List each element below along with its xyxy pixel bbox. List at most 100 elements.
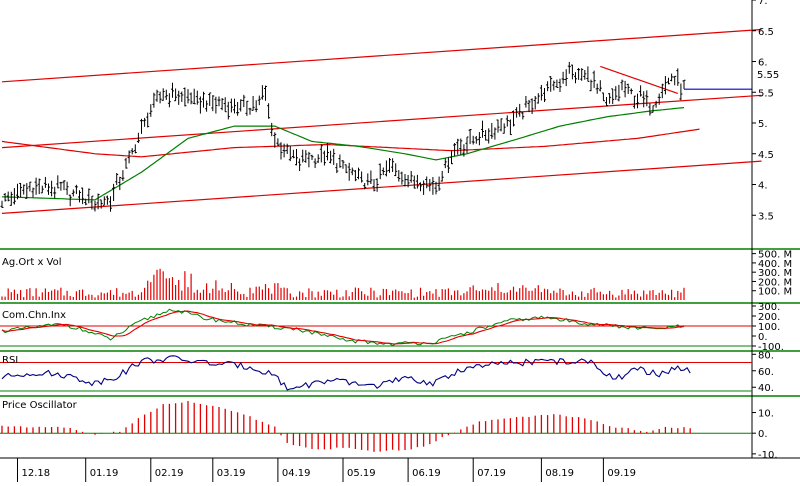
ohlc-bar — [276, 138, 280, 147]
ohlc-bar — [555, 79, 559, 88]
ohlc-bar — [670, 73, 674, 82]
ohlc-bar — [353, 170, 357, 182]
ohlc-bar — [676, 68, 680, 86]
ohlc-bar — [530, 98, 534, 115]
ohlc-bar — [660, 83, 664, 99]
x-tick-label: 04.19 — [282, 468, 311, 479]
ohlc-bar — [366, 173, 370, 186]
ohlc-bar — [37, 178, 41, 195]
ohlc-bar — [360, 171, 364, 183]
ohlc-bar — [592, 70, 596, 88]
ohlc-bar — [651, 105, 655, 113]
cci-y-tick-label: 200. — [758, 312, 780, 323]
ohlc-bar — [313, 158, 317, 169]
ohlc-bar — [40, 185, 44, 194]
ohlc-bar — [536, 93, 540, 104]
moving-average-line — [1, 107, 685, 201]
cci-y-tick-label: 100. — [758, 322, 780, 333]
price-y-tick-label: 6. — [758, 58, 768, 69]
ohlc-bar — [496, 119, 500, 133]
ohlc-bar — [248, 107, 252, 115]
ohlc-bar — [180, 91, 184, 102]
ohlc-bar — [657, 93, 661, 105]
ohlc-bar — [326, 143, 329, 161]
cci-panel-label: Com.Chn.Inx — [2, 310, 66, 321]
ohlc-bar — [561, 71, 565, 84]
ohlc-bar — [71, 189, 75, 197]
ohlc-bar — [229, 98, 233, 113]
ohlc-bar — [322, 150, 326, 166]
ohlc-bar — [183, 87, 187, 107]
ohlc-bar — [626, 83, 630, 94]
last-price-badge — [754, 68, 800, 80]
osc-y-tick-label: -10. — [758, 450, 778, 461]
x-tick-label: 06.19 — [412, 468, 441, 479]
ohlc-bar — [115, 173, 119, 185]
ohlc-bar — [121, 170, 125, 181]
ohlc-bar — [28, 181, 32, 192]
ohlc-bar — [611, 88, 615, 105]
last-price-label: 5.55 — [757, 70, 779, 81]
ohlc-bar — [636, 93, 639, 109]
ohlc-bar — [332, 148, 336, 165]
ohlc-bar — [564, 69, 568, 87]
ohlc-bar — [50, 180, 54, 197]
ohlc-bar — [645, 90, 649, 107]
rsi-panel-label: RSI — [2, 355, 18, 366]
volume-panel — [1, 268, 685, 300]
ohlc-bar — [242, 94, 246, 108]
ohlc-bar — [174, 88, 178, 102]
price-panel — [0, 28, 762, 215]
ohlc-bar — [202, 91, 205, 108]
ohlc-bar — [589, 79, 593, 92]
channel-middle-line — [1, 94, 762, 149]
ohlc-bar — [223, 97, 227, 113]
rsi-panel — [0, 355, 752, 392]
ohlc-bar — [552, 80, 556, 91]
ohlc-bar — [682, 79, 686, 90]
ohlc-bar — [388, 158, 391, 173]
ohlc-bar — [245, 100, 249, 116]
ohlc-bar — [474, 136, 478, 144]
ohlc-bar — [505, 115, 509, 127]
ohlc-bar — [270, 122, 274, 137]
ohlc-bar — [236, 101, 240, 116]
ohlc-bar — [47, 183, 50, 195]
ohlc-bar — [316, 154, 320, 164]
ohlc-bar — [391, 158, 395, 173]
ohlc-bar — [93, 200, 97, 212]
ohlc-bar — [291, 149, 295, 159]
ohlc-bar — [512, 110, 515, 127]
ohlc-bar — [487, 128, 491, 144]
ohlc-bar — [663, 75, 667, 95]
rsi-y-tick-label: 40. — [758, 383, 774, 394]
ohlc-bar — [208, 92, 212, 106]
ohlc-bar — [335, 163, 339, 174]
ohlc-bar — [549, 76, 553, 92]
x-tick-label: 07.19 — [477, 468, 506, 479]
ohlc-bar — [282, 143, 286, 158]
ohlc-bar — [192, 88, 196, 105]
ohlc-bar — [539, 84, 543, 101]
ohlc-bar — [149, 104, 153, 117]
ohlc-bar — [84, 198, 88, 206]
ohlc-bar — [490, 122, 494, 139]
price-y-tick-label: 3.5 — [758, 211, 774, 222]
ohlc-bar — [87, 188, 91, 204]
ohlc-bar — [471, 135, 475, 145]
ohlc-bar — [288, 145, 292, 162]
ohlc-bar — [453, 143, 457, 157]
x-tick-label: 05.19 — [347, 468, 376, 479]
rsi-y-tick-label: 60. — [758, 367, 774, 378]
x-tick-label: 12.18 — [22, 468, 51, 479]
ohlc-bar — [434, 181, 438, 195]
volume-panel-label: Ag.Ort x Vol — [2, 257, 62, 268]
ohlc-bar — [614, 86, 618, 100]
ohlc-bar — [515, 107, 519, 118]
cci-panel — [0, 308, 752, 347]
ohlc-bar — [109, 196, 112, 212]
ohlc-bar — [632, 95, 636, 109]
ohlc-bar — [409, 170, 413, 183]
ohlc-bar — [629, 88, 633, 95]
